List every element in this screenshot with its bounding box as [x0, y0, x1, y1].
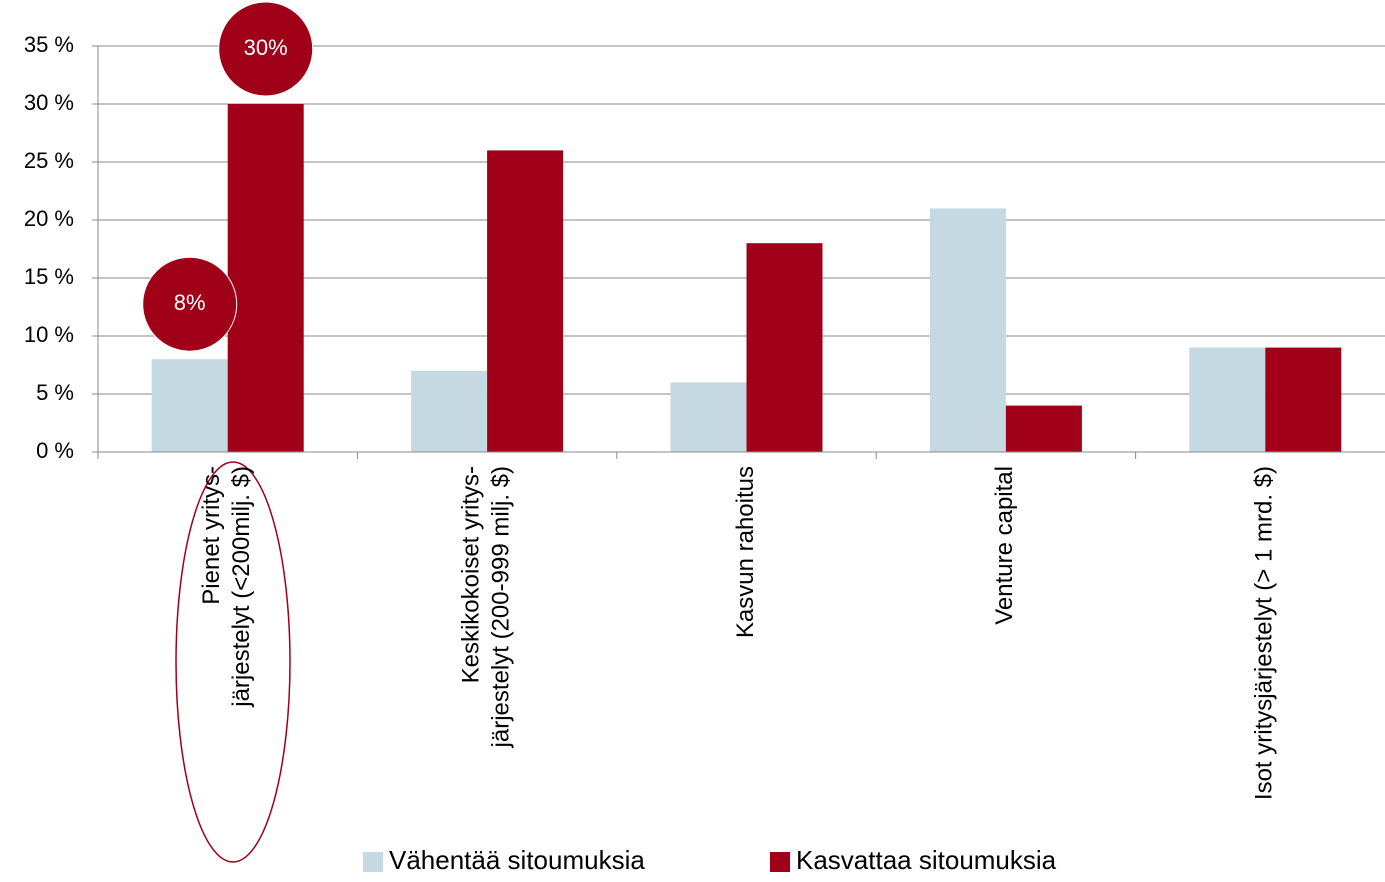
y-tick-label: 25 %	[24, 148, 74, 173]
bar	[1005, 405, 1082, 452]
x-tick-label: Kasvun rahoitus	[732, 466, 759, 638]
label-bubble	[142, 256, 238, 352]
x-tick-label: järjestelyt (200-999 milj. $)	[487, 466, 514, 748]
y-tick-label: 20 %	[24, 206, 74, 231]
bar	[1189, 347, 1266, 452]
legend-swatch	[363, 852, 383, 872]
x-tick-label: Keskikokoiset yritys-	[457, 466, 484, 683]
bar	[227, 104, 304, 452]
bar	[929, 208, 1006, 452]
bar	[670, 382, 747, 452]
label-bubble	[218, 1, 314, 97]
data-label: 30%	[244, 35, 288, 60]
y-tick-label: 5 %	[36, 380, 74, 405]
y-tick-label: 30 %	[24, 90, 74, 115]
x-tick-label: järjestelyt (<200milj. $)	[228, 466, 255, 708]
data-label: 8%	[174, 290, 206, 315]
y-tick-label: 0 %	[36, 438, 74, 463]
x-tick-label: Pienet yritys-	[198, 466, 225, 605]
bar	[151, 359, 228, 452]
y-tick-label: 10 %	[24, 322, 74, 347]
y-tick-label: 15 %	[24, 264, 74, 289]
legend-label: Vähentää sitoumuksia	[389, 845, 645, 875]
legend-label: Kasvattaa sitoumuksia	[796, 845, 1057, 875]
bar	[487, 150, 564, 452]
bar	[746, 243, 823, 452]
bar	[411, 370, 488, 452]
bar	[1265, 347, 1342, 452]
legend-swatch	[770, 852, 790, 872]
x-tick-label: Isot yritysjärjestelyt (> 1 mrd. $)	[1251, 466, 1278, 800]
x-tick-label: Venture capital	[991, 466, 1018, 625]
y-tick-label: 35 %	[24, 32, 74, 57]
highlight-ellipse	[175, 461, 291, 863]
